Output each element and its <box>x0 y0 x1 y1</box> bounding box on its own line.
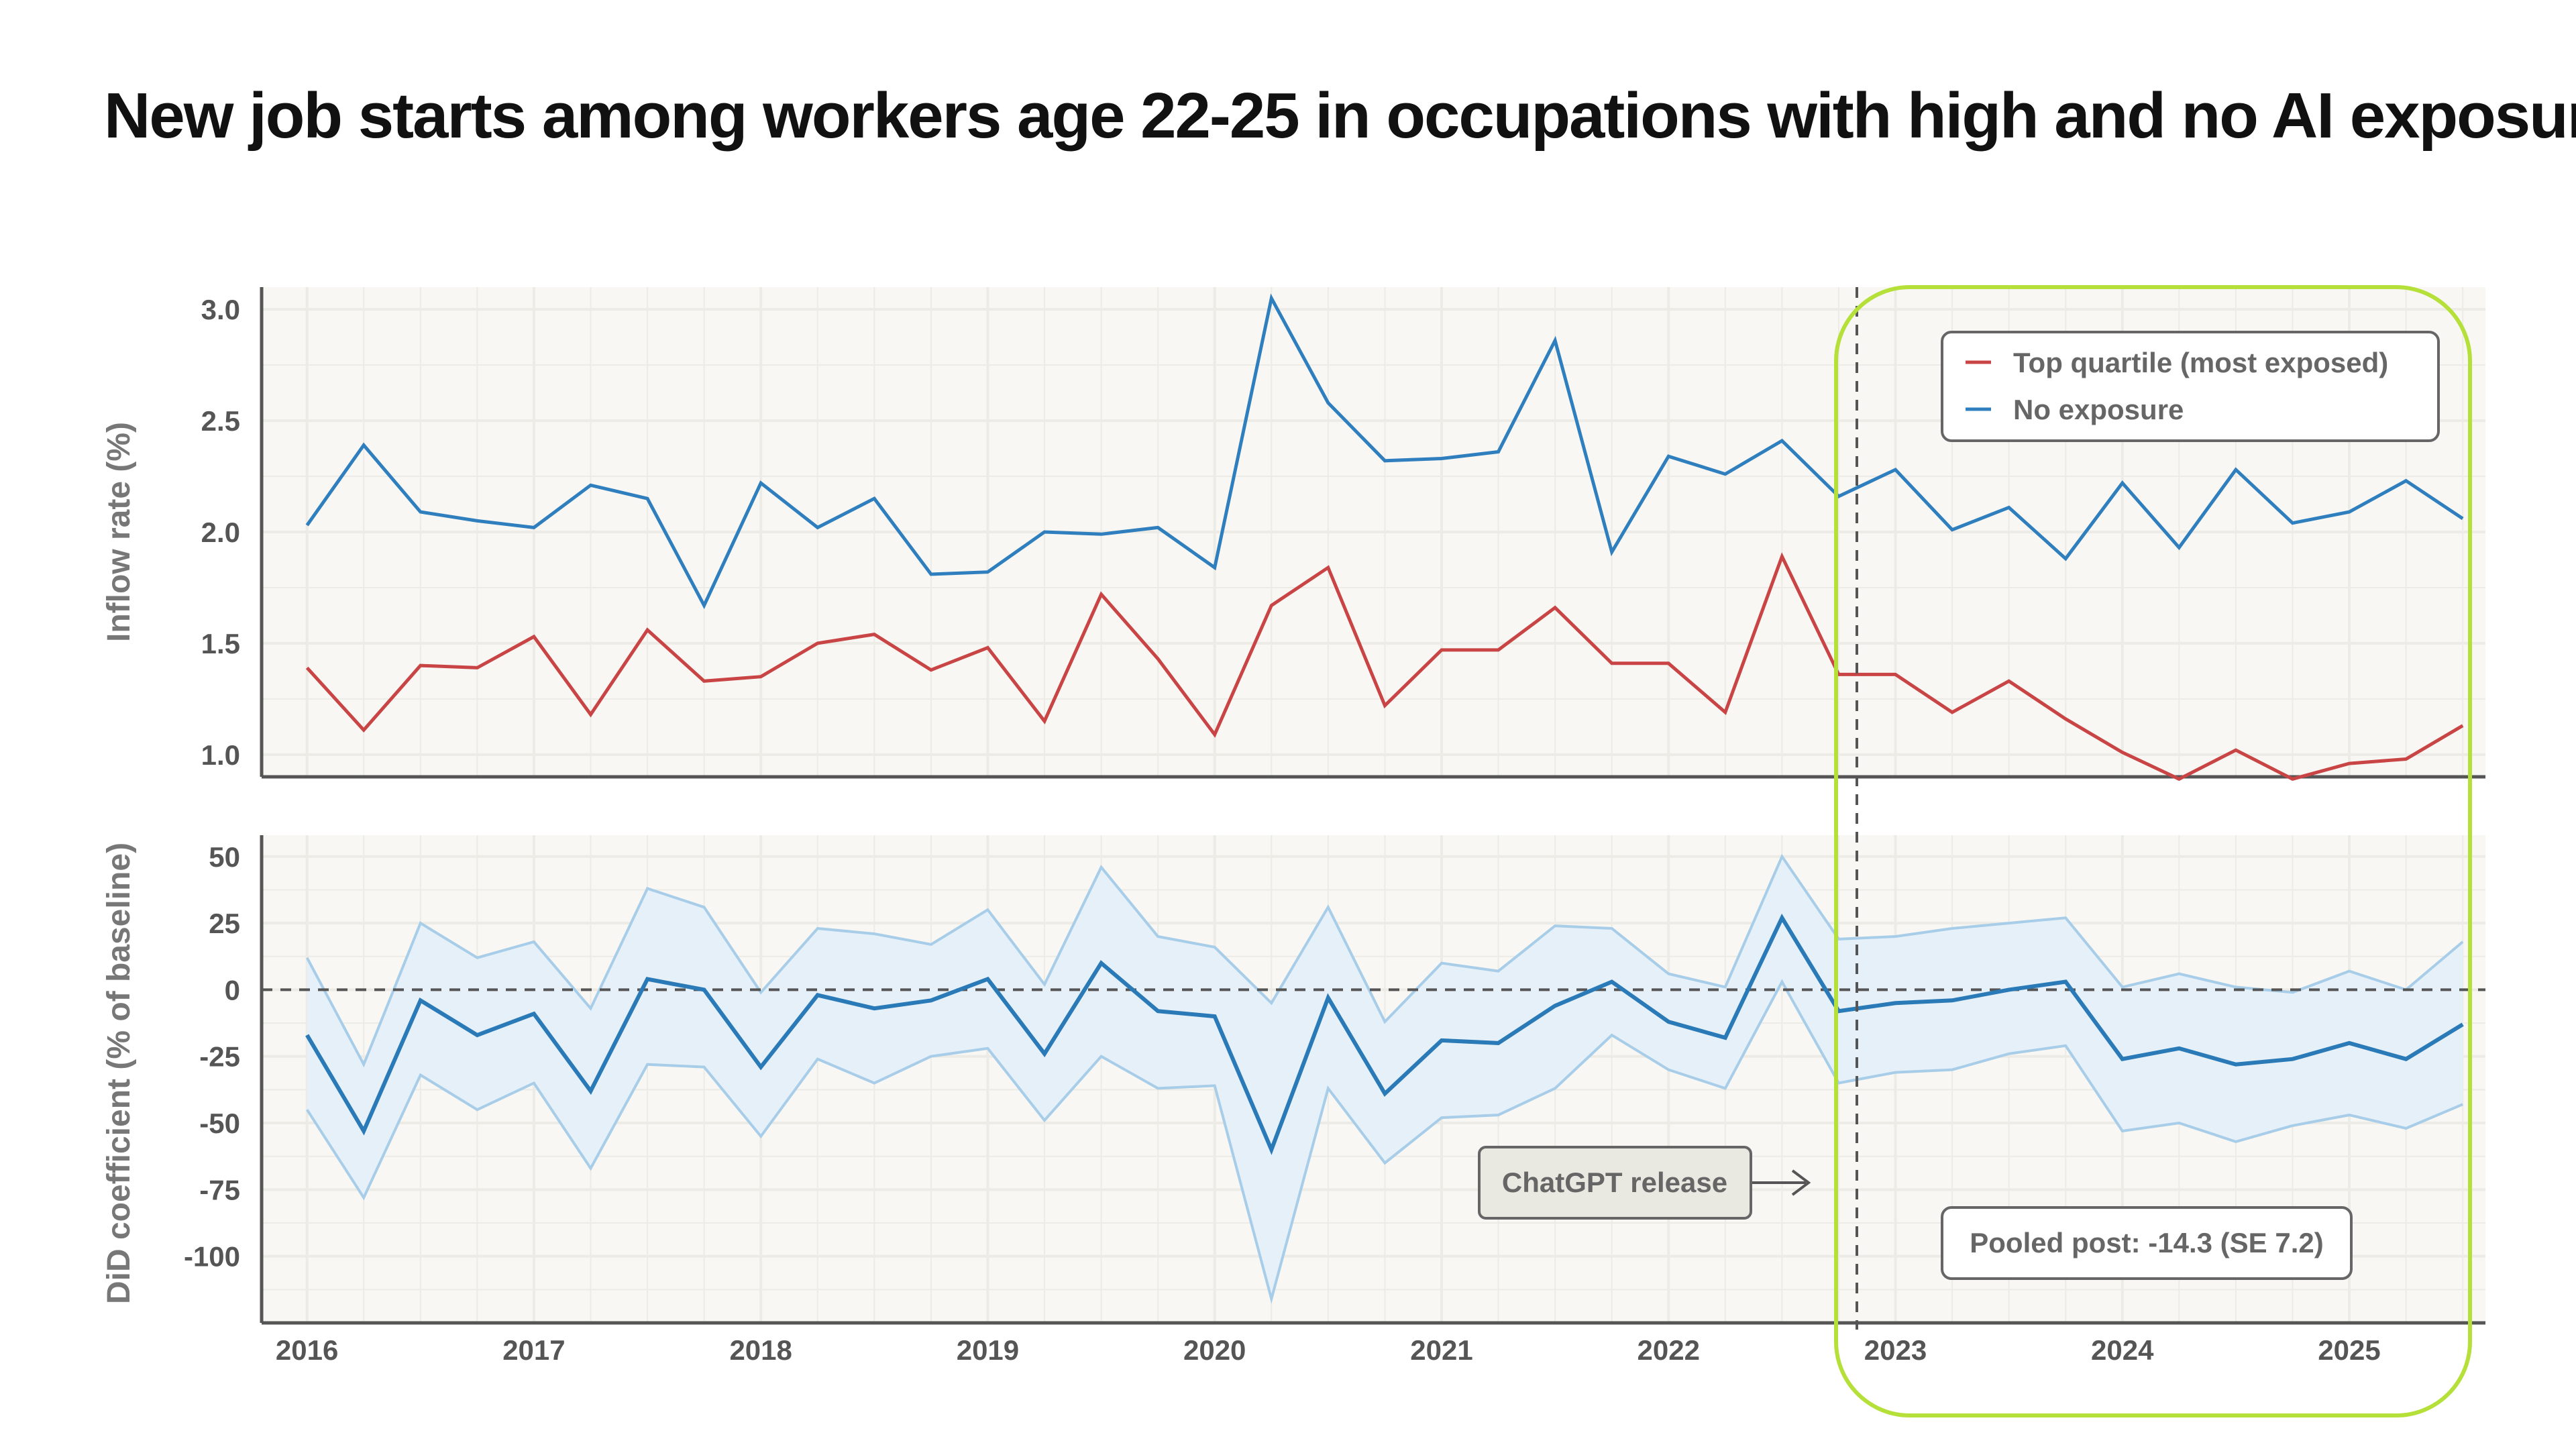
top-y-tick-label: 3.0 <box>201 294 240 325</box>
series-line-top-quartile <box>305 552 2464 782</box>
chart-title: New job starts among workers age 22-25 i… <box>104 80 2576 152</box>
pooled-estimate-box <box>1941 1206 2353 1280</box>
release-annotation-label: ChatGPT release <box>1502 1167 1727 1198</box>
bottom-y-tick-label: -75 <box>199 1174 240 1205</box>
confidence-band <box>307 856 2463 1299</box>
top-y-tick-label: 1.5 <box>201 628 240 659</box>
bottom-y-tick-label: -25 <box>199 1041 240 1073</box>
legend-label-no-exposure: No exposure <box>2013 394 2184 425</box>
x-tick-label: 2024 <box>2091 1334 2154 1366</box>
top-y-tick-labels: 1.0 1.5 2.0 2.5 3.0 <box>201 294 240 771</box>
release-arrow-head <box>1791 1169 1811 1196</box>
x-tick-labels: 2016 2017 2018 2019 2020 2021 2022 2023 2024 2025 <box>276 1334 2381 1366</box>
legend-label-top-quartile: Top quartile (most exposed) <box>2013 347 2388 378</box>
x-tick-label: 2016 <box>276 1334 338 1366</box>
release-annotation-box <box>1478 1146 1752 1220</box>
bottom-y-tick-label: -100 <box>184 1241 240 1273</box>
x-tick-label: 2020 <box>1183 1334 1246 1366</box>
bottom-y-axis-label: DiD coefficient (% of baseline) <box>101 843 137 1304</box>
x-tick-label: 2018 <box>729 1334 792 1366</box>
top-y-tick-label: 2.5 <box>201 405 240 437</box>
release-annotation: ChatGPT release <box>1478 1146 1811 1220</box>
series-line-no-exposure <box>305 293 2464 610</box>
bottom-y-tick-label: -50 <box>199 1108 240 1139</box>
post-release-highlight-outline <box>1834 285 2472 1417</box>
pooled-annotation: Pooled post: -14.3 (SE 7.2) <box>1941 1206 2353 1280</box>
did-coefficient-line <box>305 913 2464 1155</box>
pooled-estimate-label: Pooled post: -14.3 (SE 7.2) <box>1970 1227 2323 1258</box>
bottom-panel-series <box>262 853 2485 1304</box>
bottom-y-tick-label: 50 <box>209 841 240 873</box>
x-tick-label: 2023 <box>1864 1334 1927 1366</box>
top-y-tick-label: 2.0 <box>201 517 240 548</box>
x-tick-label: 2021 <box>1410 1334 1472 1366</box>
confidence-band-upper <box>305 853 2464 1068</box>
confidence-band-lower <box>306 979 2463 1304</box>
top-panel-grid <box>262 287 2485 777</box>
bottom-y-tick-label: 0 <box>225 974 240 1006</box>
legend-box <box>1941 331 2440 442</box>
bottom-y-tick-label: 25 <box>209 908 240 939</box>
bottom-y-tick-labels: 50 25 0 -25 -50 -75 -100 <box>184 841 240 1273</box>
x-tick-label: 2022 <box>1638 1334 1700 1366</box>
top-panel-series <box>305 293 2464 782</box>
x-tick-label: 2017 <box>502 1334 565 1366</box>
top-y-axis-label: Inflow rate (%) <box>101 422 137 642</box>
top-y-tick-label: 1.0 <box>201 739 240 771</box>
x-tick-label: 2019 <box>957 1334 1019 1366</box>
x-tick-label: 2025 <box>2318 1334 2380 1366</box>
legend: Top quartile (most exposed) No exposure <box>1941 331 2440 442</box>
